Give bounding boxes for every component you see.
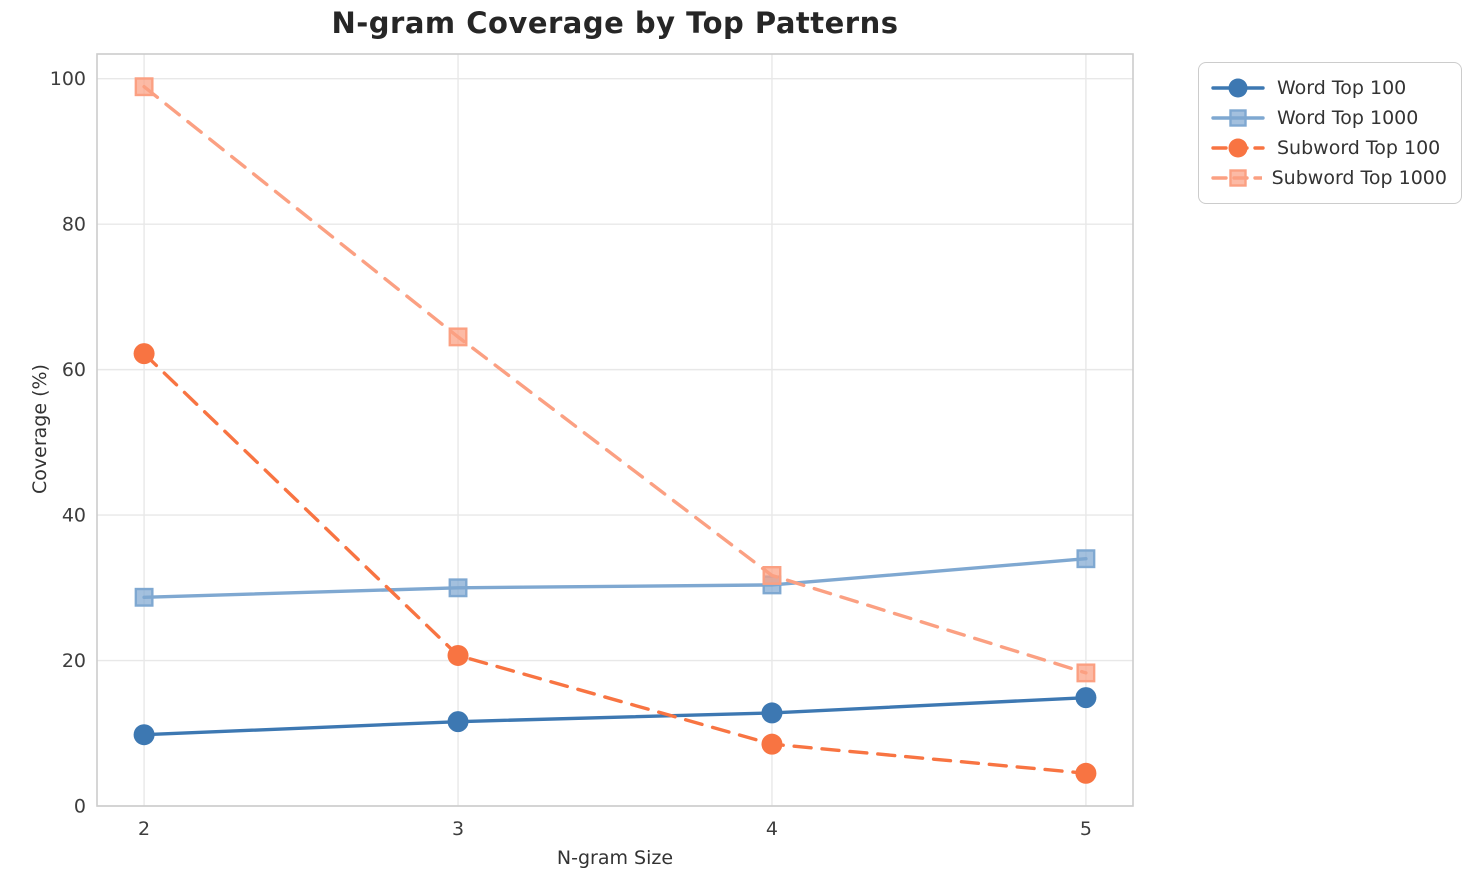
- subword-top-1000-marker: [134, 77, 154, 97]
- legend-word-top-1000-marker: [1229, 109, 1247, 127]
- x-axis-label: N-gram Size: [556, 847, 674, 869]
- legend-sample: [1211, 109, 1265, 127]
- y-tick-label: 60: [62, 359, 86, 381]
- x-tick-label: 3: [452, 818, 464, 840]
- legend-subword-top-100-marker: [1228, 138, 1248, 158]
- y-tick-label: 80: [62, 214, 86, 236]
- word-top-100-marker: [761, 702, 783, 724]
- subword-top-1000-marker: [762, 566, 782, 585]
- series-subword-top-100: [133, 343, 1097, 784]
- legend-item-word-top-100: Word Top 100: [1209, 73, 1447, 103]
- y-tick-label: 100: [50, 68, 86, 90]
- legend: Word Top 100 Word Top 1000 Subword Top 100…: [1198, 62, 1462, 204]
- word-top-1000-marker: [1076, 549, 1096, 569]
- series-subword-top-1000: [134, 77, 1096, 683]
- chart-title: N-gram Coverage by Top Patterns: [331, 6, 899, 40]
- subword-top-1000-marker: [448, 327, 468, 347]
- series-line-word-top-1000: [142, 557, 1088, 599]
- gridlines: [97, 54, 1133, 807]
- legend-subword-top-1000-marker: [1229, 169, 1247, 187]
- series-line-subword-top-1000: [142, 85, 1088, 675]
- legend-label: Subword Top 100: [1277, 137, 1441, 159]
- y-tick-label: 20: [62, 650, 86, 672]
- legend-word-top-100-marker: [1228, 78, 1248, 98]
- legend-label: Subword Top 1000: [1271, 167, 1447, 189]
- series-line-subword-top-100: [142, 351, 1088, 775]
- subword-top-100-marker: [1075, 762, 1097, 784]
- series-line-word-top-100: [142, 695, 1088, 737]
- x-tick-label: 4: [766, 818, 778, 840]
- word-top-1000-marker: [134, 587, 154, 607]
- legend-item-subword-top-1000: Subword Top 1000: [1209, 163, 1447, 193]
- legend-sample: [1211, 78, 1265, 98]
- y-tick-label: 0: [74, 796, 86, 818]
- y-axis-label: Coverage (%): [29, 364, 51, 494]
- axes-spines: [96, 53, 1134, 807]
- subword-top-100-marker: [761, 733, 783, 755]
- word-top-100-marker: [133, 724, 155, 746]
- x-tick-label: 2: [138, 818, 150, 840]
- legend-label: Word Top 100: [1277, 77, 1407, 99]
- legend-sample: [1211, 169, 1262, 187]
- word-top-100-marker: [447, 711, 469, 733]
- subword-top-1000-marker: [1076, 663, 1096, 683]
- subword-top-100-marker: [133, 343, 155, 365]
- subword-top-100-marker: [447, 644, 469, 666]
- legend-item-subword-top-100: Subword Top 100: [1209, 133, 1447, 163]
- legend-item-word-top-1000: Word Top 1000: [1209, 103, 1447, 133]
- series-word-top-1000: [134, 549, 1096, 607]
- series-word-top-100: [133, 687, 1097, 746]
- legend-sample: [1211, 138, 1265, 158]
- legend-label: Word Top 1000: [1277, 107, 1419, 129]
- x-tick-label: 5: [1080, 818, 1092, 840]
- word-top-1000-marker: [448, 578, 468, 598]
- y-tick-label: 40: [62, 505, 86, 527]
- tick-labels: 0 20 40 60 80 100 2 3 4 5: [50, 68, 1092, 840]
- word-top-100-marker: [1075, 687, 1097, 709]
